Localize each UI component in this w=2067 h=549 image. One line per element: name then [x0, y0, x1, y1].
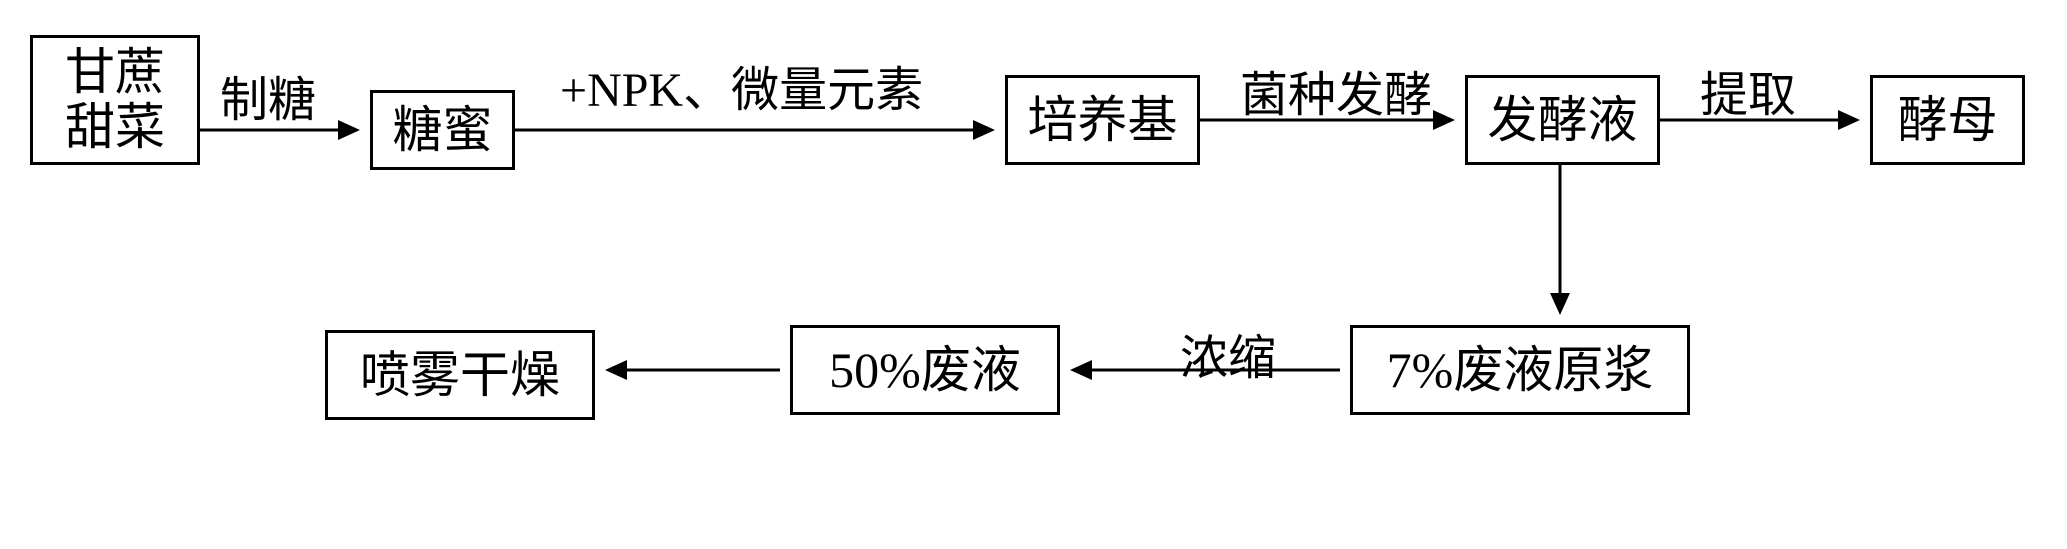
node-culture-medium: 培养基	[1005, 75, 1200, 165]
node-yeast: 酵母	[1870, 75, 2025, 165]
label-sugar-making: 制糖	[220, 60, 316, 130]
node-spray-dry: 喷雾干燥	[325, 330, 595, 420]
node-sugarcane-beet: 甘蔗 甜菜	[30, 35, 200, 165]
label-concentrate: 浓缩	[1180, 318, 1276, 388]
flowchart-canvas: 甘蔗 甜菜 糖蜜 培养基 发酵液 酵母 7%废液原浆 50%废液 喷雾干燥 制糖…	[0, 0, 2067, 549]
label-strain-ferment: 菌种发酵	[1240, 55, 1432, 125]
node-molasses: 糖蜜	[370, 90, 515, 170]
label-npk-trace: +NPK、微量元素	[560, 50, 923, 120]
node-50pct-waste: 50%废液	[790, 325, 1060, 415]
node-7pct-waste: 7%废液原浆	[1350, 325, 1690, 415]
node-ferment-liquid: 发酵液	[1465, 75, 1660, 165]
label-extract: 提取	[1700, 55, 1796, 125]
